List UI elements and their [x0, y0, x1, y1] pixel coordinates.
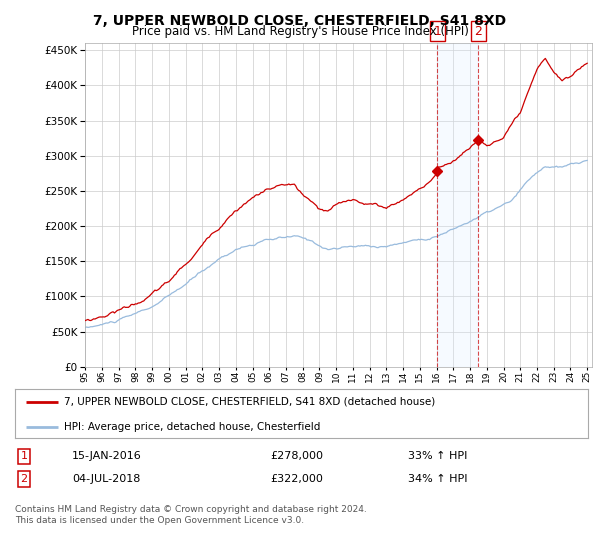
Text: £322,000: £322,000	[270, 474, 323, 484]
Text: 2: 2	[20, 474, 28, 484]
Text: 7, UPPER NEWBOLD CLOSE, CHESTERFIELD, S41 8XD: 7, UPPER NEWBOLD CLOSE, CHESTERFIELD, S4…	[94, 14, 506, 28]
Bar	[437, 43, 478, 367]
Text: 33% ↑ HPI: 33% ↑ HPI	[408, 451, 467, 461]
Text: 15-JAN-2016: 15-JAN-2016	[72, 451, 142, 461]
Text: 04-JUL-2018: 04-JUL-2018	[72, 474, 140, 484]
Text: 1: 1	[20, 451, 28, 461]
Text: 7, UPPER NEWBOLD CLOSE, CHESTERFIELD, S41 8XD (detached house): 7, UPPER NEWBOLD CLOSE, CHESTERFIELD, S4…	[64, 397, 435, 407]
Text: 2: 2	[475, 25, 482, 38]
Text: Price paid vs. HM Land Registry's House Price Index (HPI): Price paid vs. HM Land Registry's House …	[131, 25, 469, 38]
Text: 34% ↑ HPI: 34% ↑ HPI	[408, 474, 467, 484]
Text: HPI: Average price, detached house, Chesterfield: HPI: Average price, detached house, Ches…	[64, 422, 320, 432]
Text: £278,000: £278,000	[270, 451, 323, 461]
Text: Contains HM Land Registry data © Crown copyright and database right 2024.
This d: Contains HM Land Registry data © Crown c…	[15, 505, 367, 525]
Text: 1: 1	[433, 25, 441, 38]
